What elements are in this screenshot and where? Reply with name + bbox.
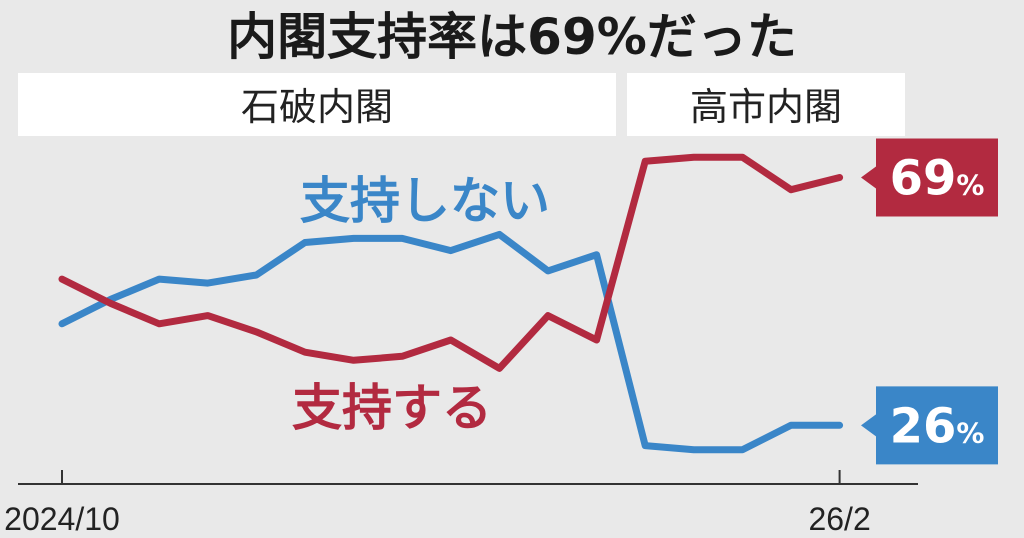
chart-title: 内閣支持率は69%だった bbox=[227, 8, 797, 66]
x-ticks: 2024/10 26/2 bbox=[4, 470, 871, 537]
era-band-ishiba bbox=[18, 73, 616, 136]
series-layer bbox=[58, 153, 844, 454]
end-callout-support: 69% bbox=[861, 138, 998, 217]
callout-box-oppose bbox=[861, 386, 998, 465]
era-band-takaichi bbox=[627, 73, 905, 136]
end-callout-oppose: 26% bbox=[861, 386, 998, 465]
series-label-oppose: 支持しない bbox=[300, 172, 550, 230]
x-tick-label-0: 2024/10 bbox=[4, 501, 120, 537]
x-tick-label-1: 26/2 bbox=[808, 501, 870, 537]
series-line-0 bbox=[58, 230, 844, 454]
era-label-takaichi: 高市内閣 bbox=[690, 85, 842, 129]
series-line-1 bbox=[58, 153, 844, 372]
series-label-support: 支持する bbox=[292, 379, 492, 437]
callout-box-support bbox=[861, 138, 998, 217]
callout-value-support: 69% bbox=[890, 151, 985, 207]
era-label-ishiba: 石破内閣 bbox=[241, 85, 393, 129]
callout-value-oppose: 26% bbox=[890, 398, 985, 454]
